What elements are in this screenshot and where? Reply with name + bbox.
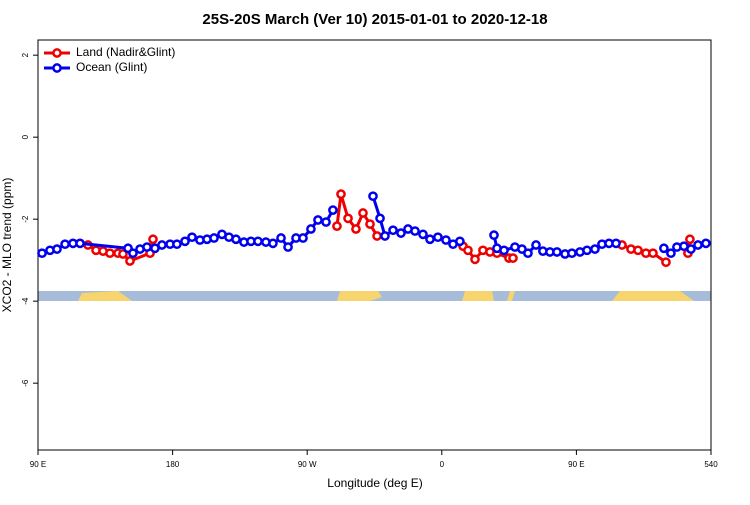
data-point <box>633 245 643 256</box>
legend-marker <box>52 48 62 58</box>
data-point <box>332 221 342 231</box>
data-point <box>531 240 541 250</box>
data-point <box>659 243 669 254</box>
y-tick-label: 0 <box>21 134 30 139</box>
data-point <box>336 189 346 200</box>
data-point <box>52 244 62 254</box>
plot-frame <box>37 39 712 451</box>
data-point <box>343 213 353 224</box>
data-point <box>125 256 135 266</box>
data-point <box>666 248 676 259</box>
y-tick-label: -4 <box>21 297 30 305</box>
data-point <box>685 234 695 245</box>
data-point <box>328 205 338 215</box>
data-point <box>231 234 241 245</box>
data-point <box>209 233 219 243</box>
data-point <box>611 238 621 249</box>
legend-label: Land (Nadir&Glint) <box>76 45 175 59</box>
data-point <box>686 244 696 254</box>
data-point <box>321 217 331 227</box>
data-point <box>313 215 323 225</box>
data-point <box>693 240 703 250</box>
data-point <box>128 248 138 259</box>
data-point <box>372 231 382 241</box>
data-point <box>425 234 435 245</box>
x-tick-label: 180 <box>166 460 180 469</box>
data-point <box>283 242 293 252</box>
data-point <box>396 228 406 238</box>
data-point <box>187 232 197 243</box>
x-tick-label: 540 <box>704 460 718 469</box>
data-point <box>661 257 671 268</box>
data-point <box>37 248 47 259</box>
data-point <box>298 233 308 243</box>
data-point <box>75 238 85 249</box>
data-point <box>433 232 443 243</box>
data-point <box>351 224 361 234</box>
x-tick-label: 0 <box>440 460 445 469</box>
data-point <box>455 236 465 247</box>
data-point <box>60 239 70 250</box>
data-point <box>380 231 390 241</box>
data-point <box>306 224 316 234</box>
data-point <box>441 235 451 245</box>
legend-label: Ocean (Glint) <box>76 60 147 74</box>
data-point <box>582 245 592 256</box>
legend-marker <box>52 63 62 73</box>
data-point <box>368 191 378 202</box>
data-point <box>157 240 167 250</box>
data-point <box>508 253 518 263</box>
data-point <box>701 238 711 249</box>
x-tick-label: 90 E <box>568 460 584 469</box>
x-axis-label: Longitude (deg E) <box>327 476 422 490</box>
chart-title: 25S-20S March (Ver 10) 2015-01-01 to 202… <box>202 11 547 28</box>
data-point <box>276 233 286 243</box>
data-point <box>499 245 509 256</box>
land-mask-strip <box>38 291 711 301</box>
x-tick-label: 90 E <box>30 460 46 469</box>
y-tick-label: 2 <box>21 52 30 57</box>
data-point <box>358 208 368 218</box>
data-point <box>567 248 577 259</box>
data-point <box>172 239 182 250</box>
data-point <box>523 248 533 259</box>
data-point <box>253 236 263 247</box>
data-point <box>463 245 473 256</box>
data-point <box>180 236 190 247</box>
data-point <box>470 254 480 265</box>
x-tick-label: 90 W <box>298 460 317 469</box>
data-point <box>489 230 499 241</box>
data-point <box>142 242 152 252</box>
data-point <box>418 229 428 240</box>
data-point <box>118 249 128 259</box>
data-point <box>552 247 562 257</box>
data-point <box>375 213 385 224</box>
data-point <box>148 234 158 245</box>
data-point <box>268 238 278 249</box>
y-axis-label: XCO2 - MLO trend (ppm) <box>0 178 14 313</box>
data-point <box>648 248 658 259</box>
data-point <box>410 226 420 236</box>
data-point <box>590 244 600 254</box>
y-tick-label: -6 <box>21 379 30 387</box>
y-tick-label: -2 <box>21 215 30 223</box>
data-point <box>388 225 398 236</box>
data-point <box>365 219 375 229</box>
data-point <box>105 248 115 259</box>
